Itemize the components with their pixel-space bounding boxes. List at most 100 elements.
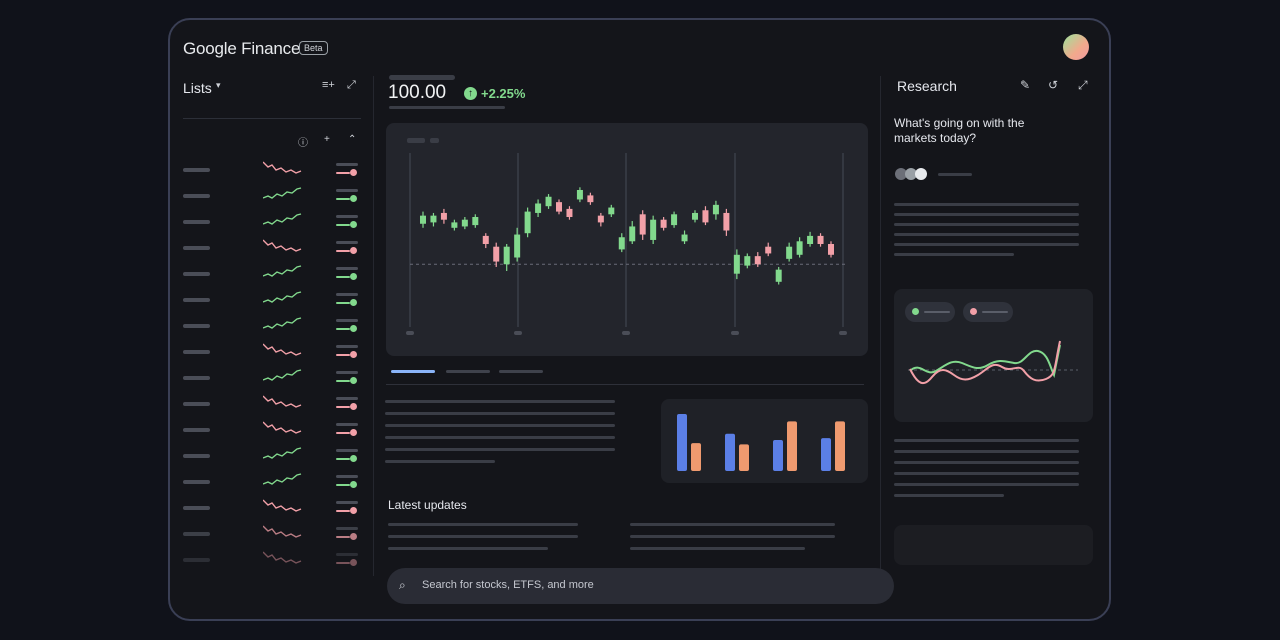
candle-body [692, 212, 698, 220]
list-item[interactable] [183, 212, 363, 232]
candle-body [503, 246, 510, 265]
list-item[interactable] [183, 472, 363, 492]
list-item[interactable] [183, 316, 363, 336]
ticker-placeholder [183, 246, 210, 250]
chevron-up-icon[interactable]: ⌃ [348, 134, 357, 145]
list-item[interactable] [183, 290, 363, 310]
candle-body [639, 214, 646, 235]
list-item[interactable] [183, 186, 363, 206]
sparkline [263, 239, 302, 252]
change-bar [336, 250, 350, 252]
candle-body [514, 234, 521, 258]
bar [725, 433, 735, 471]
app-logo[interactable]: Google Finance [183, 39, 301, 58]
search-placeholder[interactable]: Search for stocks, ETFS, and more [422, 579, 594, 591]
candle-body [660, 219, 667, 228]
candlestick-chart[interactable] [386, 123, 868, 356]
avatar[interactable] [1063, 34, 1089, 60]
list-item[interactable] [183, 264, 363, 284]
up-indicator [350, 325, 357, 332]
expand-icon[interactable]: ⤢ [1078, 78, 1088, 92]
x-tick-placeholder [514, 331, 522, 335]
comparison-card[interactable] [894, 289, 1093, 422]
list-item[interactable] [183, 342, 363, 362]
sparkline [263, 499, 302, 512]
change-bar [336, 198, 350, 200]
price-placeholder [336, 553, 358, 556]
sparkline [263, 421, 302, 434]
sparkline-path [263, 265, 302, 277]
ticker-name-placeholder [389, 75, 455, 80]
sparkline [263, 369, 302, 381]
price-placeholder [336, 163, 358, 166]
price-placeholder [336, 319, 358, 322]
legend-pill[interactable] [963, 302, 1013, 322]
legend-dot [970, 308, 977, 315]
expand-icon[interactable]: ⤢ [347, 79, 356, 91]
text-line [894, 472, 1079, 475]
text-line [894, 203, 1079, 206]
price-chart-card[interactable] [386, 123, 868, 356]
ticker-placeholder [183, 220, 210, 224]
change-bar [336, 484, 350, 486]
down-indicator [350, 559, 357, 566]
sparkline-path [263, 239, 302, 252]
candle-body [807, 235, 814, 244]
text-line [385, 436, 615, 439]
list-item[interactable] [183, 160, 363, 180]
price-placeholder [336, 449, 358, 452]
bar [677, 413, 687, 471]
list-item[interactable] [183, 524, 363, 544]
price-placeholder [336, 241, 358, 244]
up-indicator [350, 195, 357, 202]
price-placeholder [336, 345, 358, 348]
bar [739, 444, 749, 471]
add-list-icon[interactable]: ≡+ [322, 79, 335, 91]
candle-body [702, 210, 709, 223]
list-item[interactable] [183, 394, 363, 414]
sparkline [263, 187, 302, 199]
text-line [388, 535, 578, 538]
add-icon[interactable]: + [324, 134, 330, 145]
sparkline [263, 265, 302, 277]
bar [773, 440, 783, 471]
candle-body [440, 212, 447, 220]
candle-body [817, 235, 824, 244]
list-item[interactable] [183, 368, 363, 388]
history-icon[interactable]: ↺ [1048, 78, 1059, 92]
sparkline-path [263, 187, 302, 199]
info-icon[interactable]: ⓘ [298, 138, 308, 149]
bar-chart-card[interactable] [661, 399, 868, 483]
candle-body [629, 226, 636, 242]
legend-pill[interactable] [905, 302, 955, 322]
sparkline-path [263, 213, 302, 225]
legend-dot [912, 308, 919, 315]
down-indicator [350, 507, 357, 514]
list-item[interactable] [183, 498, 363, 518]
down-indicator [350, 533, 357, 540]
change-bar [336, 432, 350, 434]
tab-active[interactable] [391, 370, 435, 373]
tab[interactable] [499, 370, 543, 373]
candle-body [461, 219, 468, 227]
candle-body [733, 254, 740, 274]
chevron-down-icon[interactable]: ▾ [216, 80, 221, 90]
candle-body [587, 195, 594, 203]
list-item[interactable] [183, 446, 363, 466]
chart-label-placeholder [430, 138, 439, 143]
down-indicator [350, 351, 357, 358]
candle-body [482, 235, 489, 244]
research-question[interactable]: What's going on with the markets today? [894, 116, 1025, 145]
research-card[interactable] [894, 525, 1093, 565]
arrow-up-icon: ↑ [464, 87, 477, 100]
lists-title[interactable]: Lists [183, 80, 212, 96]
list-item[interactable] [183, 550, 363, 570]
bar [835, 421, 845, 471]
sparkline-path [263, 499, 302, 512]
text-line [385, 448, 615, 451]
list-item[interactable] [183, 420, 363, 440]
search-bar[interactable]: ⌕ Search for stocks, ETFS, and more [387, 568, 894, 604]
list-item[interactable] [183, 238, 363, 258]
tab[interactable] [446, 370, 490, 373]
edit-icon[interactable]: ✎ [1020, 78, 1031, 92]
